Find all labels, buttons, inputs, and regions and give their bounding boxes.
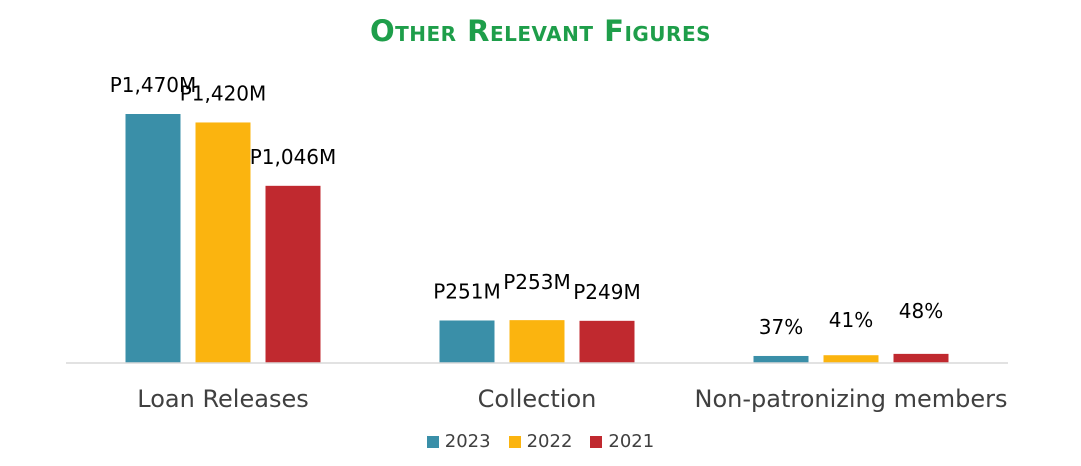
bar-1-1 <box>509 320 565 363</box>
bar-1-0 <box>439 320 495 363</box>
bar-0-0 <box>125 114 181 363</box>
bar-1-2 <box>579 320 635 363</box>
data-label-2-0: 37% <box>759 315 803 339</box>
legend-swatch-0 <box>426 435 439 448</box>
legend-item-2: 2021 <box>590 431 654 452</box>
bar-0-2 <box>265 185 321 363</box>
bar-2-1 <box>823 355 879 363</box>
legend-label-2: 2021 <box>608 431 655 452</box>
data-label-2-1: 41% <box>829 308 873 332</box>
data-label-2-2: 48% <box>899 299 943 323</box>
data-label-1-1: P253M <box>503 270 571 294</box>
data-label-1-2: P249M <box>573 280 641 304</box>
category-label-0: Loan Releases <box>137 385 308 413</box>
data-label-0-2: P1,046M <box>250 145 337 169</box>
data-label-1-0: P251M <box>433 279 501 303</box>
chart-title: Other Relevant Figures <box>369 14 712 48</box>
category-label-1: Collection <box>478 385 597 413</box>
legend-swatch-1 <box>508 435 521 448</box>
bar-2-2 <box>893 353 949 363</box>
legend-swatch-2 <box>590 435 603 448</box>
legend-item-1: 2022 <box>508 431 573 452</box>
data-label-0-0: P1,470M <box>110 73 197 97</box>
data-label-0-1: P1,420M <box>180 81 267 105</box>
legend-item-0: 2023 <box>426 431 491 452</box>
chart-legend: 2023 2022 2021 <box>0 431 1081 452</box>
bar-2-0 <box>753 355 809 363</box>
legend-label-1: 2022 <box>526 431 573 452</box>
category-label-2: Non-patronizing members <box>695 385 1008 413</box>
legend-label-0: 2023 <box>444 431 491 452</box>
bar-0-1 <box>195 122 251 363</box>
